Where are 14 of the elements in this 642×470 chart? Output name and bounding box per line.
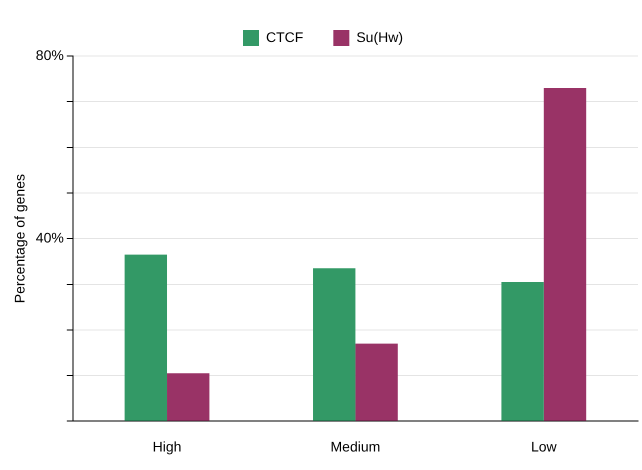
legend-label: Su(Hw) bbox=[356, 28, 403, 45]
x-tick-label: Low bbox=[530, 438, 558, 454]
bar bbox=[313, 268, 356, 421]
y-tick-label: 80% bbox=[36, 46, 64, 63]
bar bbox=[544, 88, 586, 421]
bar bbox=[167, 373, 210, 421]
y-axis-title: Percentage of genes bbox=[11, 174, 28, 304]
bar bbox=[501, 282, 544, 421]
y-tick-label: 40% bbox=[36, 229, 64, 246]
bar bbox=[355, 344, 398, 421]
x-tick-label: Medium bbox=[330, 438, 380, 454]
x-tick-label: High bbox=[152, 438, 182, 454]
bar bbox=[124, 254, 168, 421]
legend-label: CTCF bbox=[266, 28, 304, 45]
